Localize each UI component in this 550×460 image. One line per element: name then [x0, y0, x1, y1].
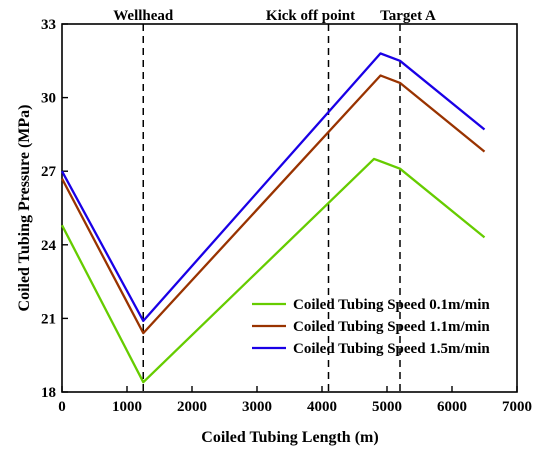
- legend: Coiled Tubing Speed 0.1m/min Coiled Tubin…: [252, 297, 490, 357]
- series-line: [60, 157, 486, 384]
- x-tick-label: 6000: [437, 399, 467, 415]
- x-tick-label: 1000: [112, 399, 142, 415]
- legend-label: Coiled Tubing Speed 0.1m/min: [293, 297, 490, 313]
- y-tick-label: 27: [41, 164, 57, 180]
- x-tick-label: 2000: [177, 399, 207, 415]
- x-tick-label: 0: [58, 399, 66, 415]
- y-tick-label: 18: [41, 385, 56, 401]
- series-line: [60, 74, 486, 335]
- legend-label: Coiled Tubing Speed 1.5m/min: [293, 341, 490, 357]
- y-tick-label: 24: [41, 238, 57, 254]
- y-tick-label: 21: [41, 311, 56, 327]
- annotation-label: Wellhead: [113, 8, 174, 24]
- x-tick-label: 7000: [502, 399, 532, 415]
- y-axis-title: Coiled Tubing Pressure (MPa): [16, 105, 33, 312]
- legend-label: Coiled Tubing Speed 1.1m/min: [293, 319, 490, 335]
- series-line: [60, 52, 486, 323]
- x-axis-title: Coiled Tubing Length (m): [201, 429, 378, 446]
- annotation-label: Kick off point: [266, 8, 355, 24]
- y-tick-label: 33: [41, 17, 56, 33]
- y-tick-label: 30: [41, 91, 56, 107]
- x-tick-label: 4000: [307, 399, 337, 415]
- annotation-label: Target A: [380, 8, 436, 24]
- axis-ticks: 0 1000 2000 3000 4000 5000 6000 7000 18 21 24 27 30 3…: [41, 17, 532, 415]
- x-tick-label: 5000: [372, 399, 402, 415]
- series-group: [60, 52, 486, 384]
- plot-frame: [61, 23, 518, 393]
- annotation-lines: Wellhead Kick off point Target A: [113, 8, 436, 392]
- x-tick-label: 3000: [242, 399, 272, 415]
